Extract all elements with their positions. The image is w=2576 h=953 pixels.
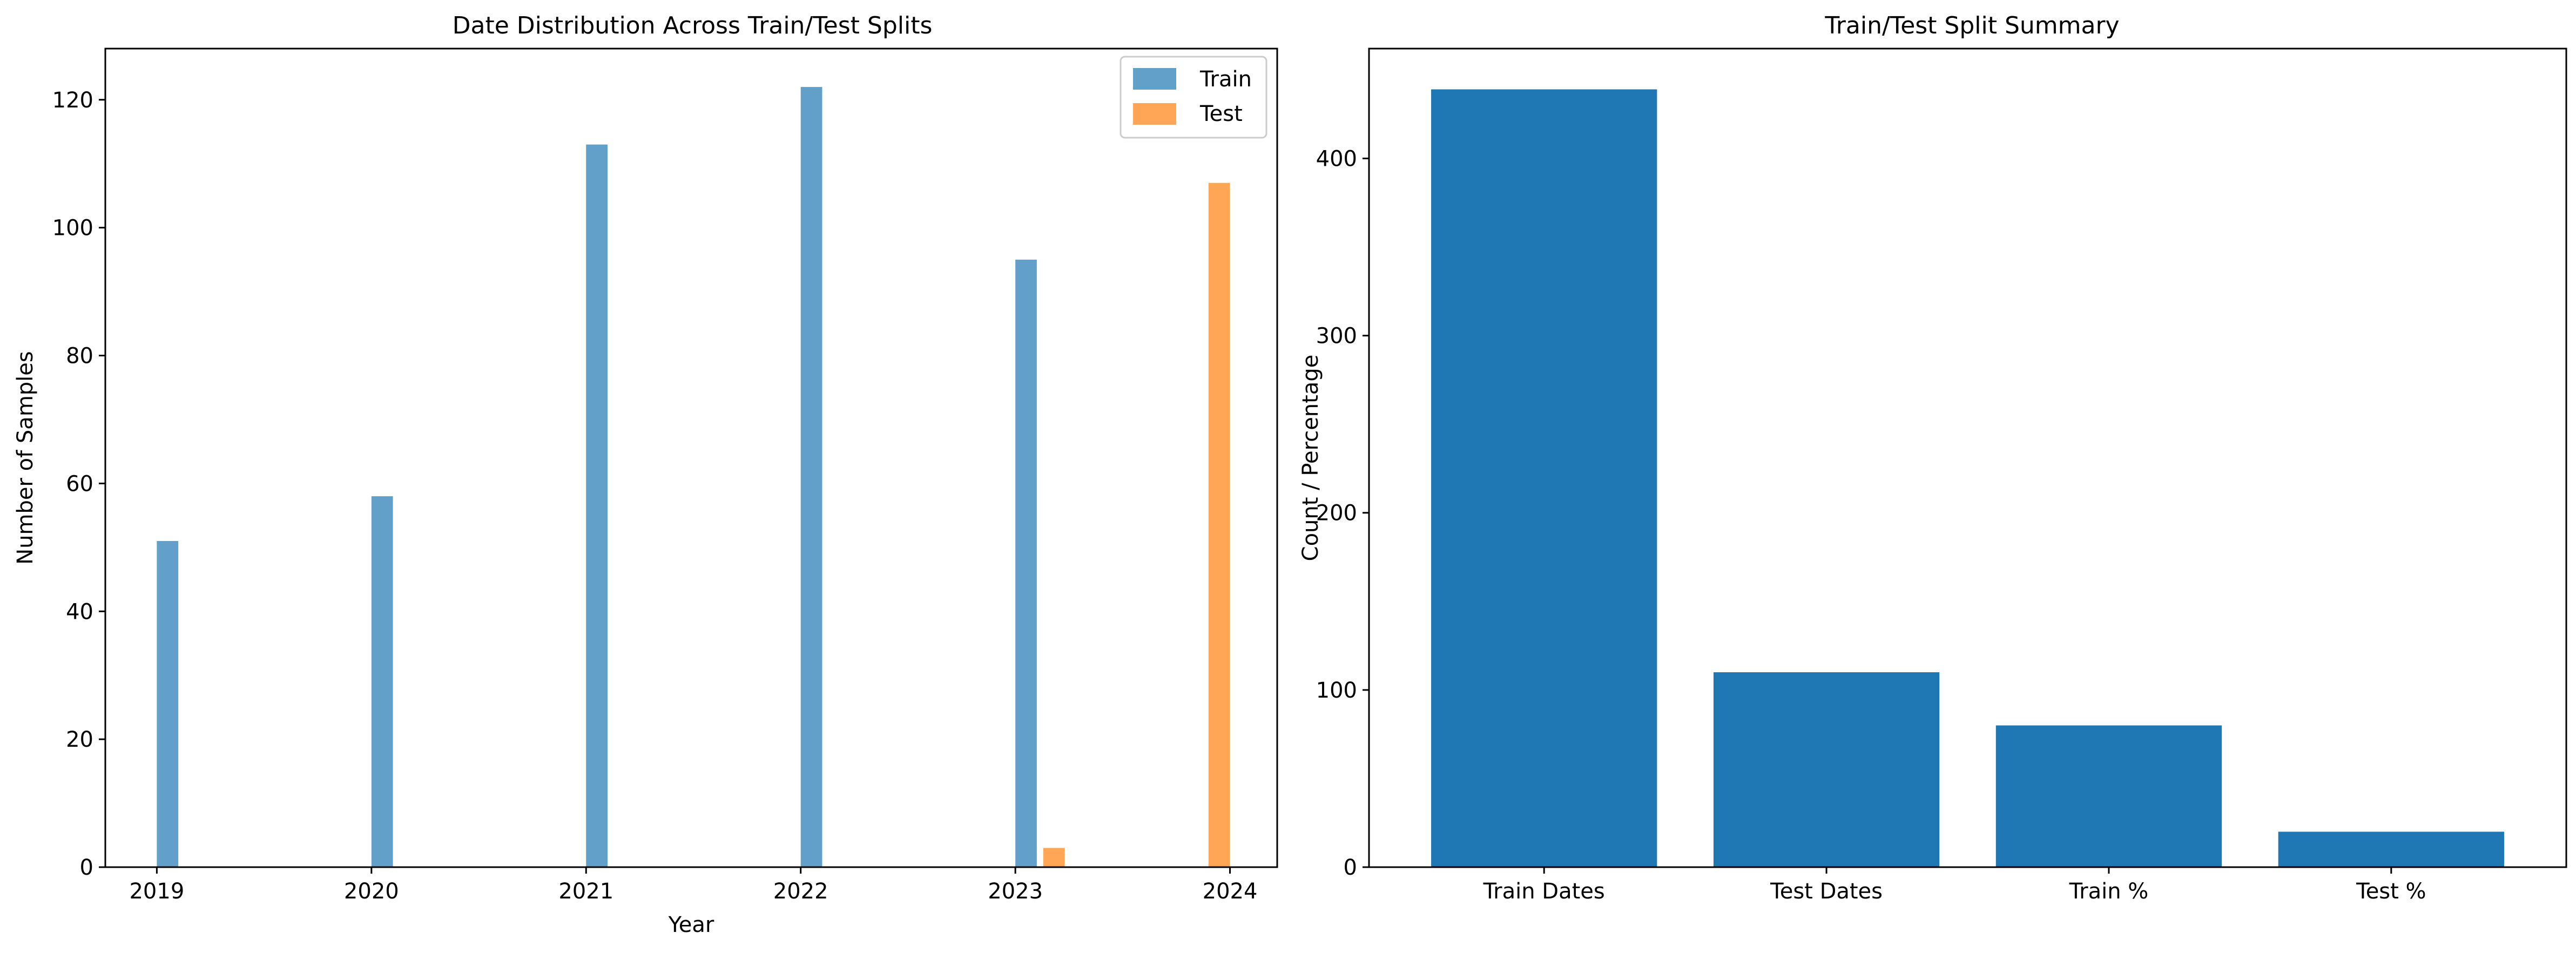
x-tick-label: Train Dates [1483,879,1605,904]
x-tick-label: Train % [2069,879,2149,904]
legend-label-test: Test [1199,102,1243,126]
summary-bar [1713,672,1940,867]
y-tick-label: 100 [1316,678,1357,703]
y-axis-ticks: 0 100 200 300 400 [1316,146,1369,880]
chart-title: Train/Test Split Summary [1824,12,2119,39]
y-tick-label: 60 [66,471,93,496]
y-tick-label: 20 [66,727,93,752]
x-tick-label: 2020 [344,879,399,904]
x-axis-label: Year [668,913,714,937]
x-tick-label: 2023 [988,879,1043,904]
summary-bar [1995,725,2222,867]
bar-train [800,87,822,867]
y-tick-label: 400 [1316,146,1357,171]
x-tick-label: Test % [2356,879,2426,904]
summary-bar [1431,89,1657,867]
bar-train [371,496,393,867]
bar-train [1015,259,1037,867]
legend-swatch-test [1133,103,1176,125]
x-tick-label: Test Dates [1770,879,1883,904]
y-tick-label: 0 [80,855,93,880]
y-axis-label: Number of Samples [13,351,38,565]
plot-frame [1368,48,2567,868]
y-tick-label: 100 [52,216,93,241]
y-tick-label: 200 [1316,501,1357,526]
y-tick-label: 300 [1316,324,1357,349]
legend-label-train: Train [1199,67,1252,92]
y-axis-label: Count / Percentage [1298,355,1323,562]
plot-area [105,49,1277,867]
split-summary-chart: Train/Test Split Summary 0 100 200 300 400 T… [1298,12,2567,904]
legend: Train Test [1120,56,1267,139]
bar-test [1208,183,1230,867]
summary-bars [1431,89,2504,867]
histogram-bars [157,87,1230,867]
y-tick-label: 0 [1344,855,1357,880]
y-tick-label: 120 [52,88,93,113]
date-distribution-chart: Date Distribution Across Train/Test Spli… [13,12,1278,937]
bar-train [157,540,179,867]
chart-title: Date Distribution Across Train/Test Spli… [453,12,933,39]
legend-swatch-train [1133,68,1176,90]
y-tick-label: 80 [66,344,93,369]
x-axis-ticks: 2019 2020 2021 2022 2023 2024 [129,867,1257,904]
bar-test [1043,848,1065,867]
bar-train [586,144,608,867]
x-axis-ticks: Train Dates Test Dates Train % Test % [1483,867,2426,904]
summary-bar [2278,832,2504,867]
y-axis-ticks: 0 20 40 60 80 100 120 [52,88,105,880]
y-tick-label: 40 [66,599,93,624]
x-tick-label: 2022 [773,879,828,904]
x-tick-label: 2021 [558,879,613,904]
x-tick-label: 2024 [1203,879,1258,904]
plot-frame [104,48,1278,868]
x-tick-label: 2019 [129,879,184,904]
